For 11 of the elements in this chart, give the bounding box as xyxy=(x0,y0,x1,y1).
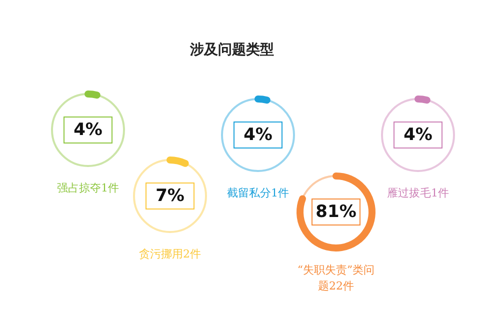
data-label: 4% xyxy=(74,120,102,140)
category-label: 雁过拔毛1件 xyxy=(387,186,449,200)
category-label: “失职失责”类问题22件 xyxy=(297,264,375,292)
category-label: 贪污挪用2件 xyxy=(139,248,201,260)
data-label: 4% xyxy=(404,125,432,145)
category-label: 强占掠夺1件 xyxy=(57,182,119,194)
text: 涉及问题类型 xyxy=(189,42,274,58)
category-label: 截留私分1件 xyxy=(227,186,289,200)
data-label: 7% xyxy=(156,186,184,206)
data-label: 81% xyxy=(316,202,356,222)
data-label: 4% xyxy=(244,125,272,145)
